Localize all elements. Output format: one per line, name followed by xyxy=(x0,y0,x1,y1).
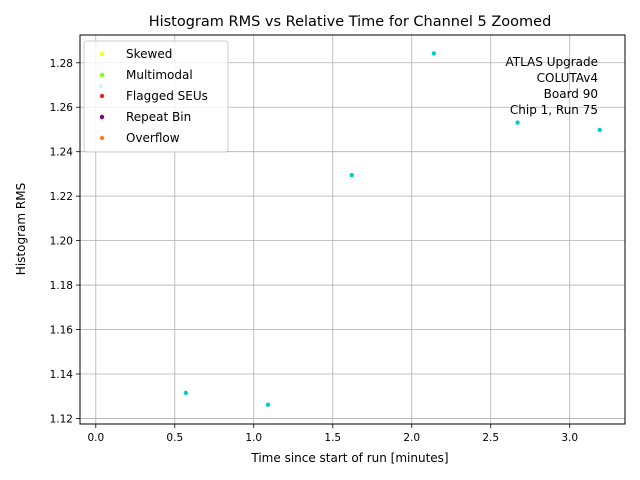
y-tick-label: 1.28 xyxy=(50,58,73,70)
grid xyxy=(80,35,625,424)
x-tick-label: 0.0 xyxy=(87,432,104,444)
y-tick-label: 1.24 xyxy=(50,147,74,159)
annotation-line: Board 90 xyxy=(544,87,598,101)
y-tick-label: 1.22 xyxy=(50,191,73,203)
legend-label: Multimodal xyxy=(126,68,193,82)
legend-marker xyxy=(99,72,105,78)
y-tick-label: 1.20 xyxy=(50,236,73,248)
plot-frame xyxy=(79,34,626,425)
legend-label: Repeat Bin xyxy=(126,110,191,124)
data-point xyxy=(515,120,520,125)
legend-marker xyxy=(99,114,105,120)
x-tick-label: 2.0 xyxy=(403,432,420,444)
legend-label: Skewed xyxy=(126,47,172,61)
legend-marker xyxy=(99,51,105,57)
data-point xyxy=(597,127,602,133)
x-tick-label: 0.5 xyxy=(166,432,183,444)
data-point xyxy=(349,172,354,178)
x-tick-label: 3.0 xyxy=(561,432,578,444)
chart-title: Histogram RMS vs Relative Time for Chann… xyxy=(149,14,552,30)
annotation-line: COLUTAv4 xyxy=(537,71,598,85)
y-tick-label: 1.16 xyxy=(50,325,74,337)
data-point xyxy=(431,51,437,56)
legend: Skewed Multimodal Flagged SEUs Repeat Bin Ov… xyxy=(83,40,229,153)
y-tick-label: 1.14 xyxy=(50,369,74,381)
data-point xyxy=(265,402,271,407)
annotation-line: ATLAS Upgrade xyxy=(505,55,598,69)
x-tick-label: 1.0 xyxy=(245,432,262,444)
y-axis-label: Histogram RMS xyxy=(14,183,28,275)
plot-annotation: ATLAS Upgrade COLUTAv4 Board 90 Chip 1, Run… xyxy=(505,55,598,117)
legend-marker xyxy=(99,93,105,99)
y-tick-label: 1.18 xyxy=(50,280,73,292)
axis-ticks: 0.0 0.5 1.0 1.5 2.0 2.5 3.0 1.12 1.14 1.16 1.18 1.2… xyxy=(50,58,578,444)
legend-box xyxy=(83,40,229,153)
legend-label: Overflow xyxy=(126,131,180,145)
legend-marker xyxy=(99,135,105,141)
y-tick-label: 1.12 xyxy=(50,413,73,425)
x-tick-label: 1.5 xyxy=(324,432,341,444)
data-point xyxy=(183,390,189,396)
legend-label: Flagged SEUs xyxy=(126,89,208,103)
x-axis-label: Time since start of run [minutes] xyxy=(250,451,448,465)
annotation-line: Chip 1, Run 75 xyxy=(510,103,598,117)
y-tick-label: 1.26 xyxy=(50,102,74,114)
x-tick-label: 2.5 xyxy=(482,432,499,444)
